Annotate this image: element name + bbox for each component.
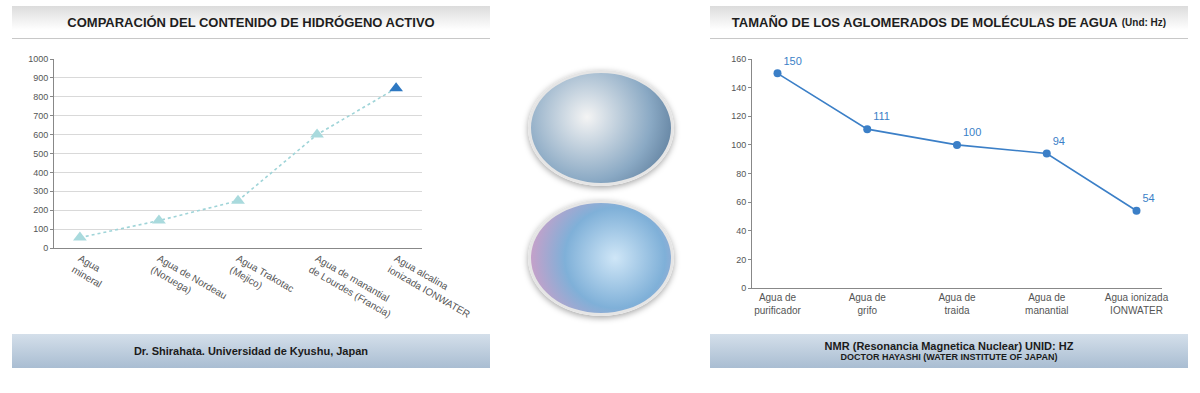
- svg-text:Agua demanantial: Agua demanantial: [1025, 292, 1068, 316]
- svg-text:111: 111: [873, 110, 890, 122]
- svg-text:Aguamineral: Aguamineral: [70, 253, 110, 290]
- svg-text:900: 900: [33, 73, 48, 83]
- html-text:Dr. Shirahata. Universidad de: Dr. Shirahata. Universidad de Kyushu, Ja…: [133, 345, 369, 357]
- html-text:COMPARACIÓN DEL CONTENIDO DE H: COMPARACIÓN DEL CONTENIDO DE HIDRÓGENO A…: [67, 14, 435, 30]
- svg-text:700: 700: [33, 111, 48, 121]
- svg-text:Agua ionizadaIONWATER: Agua ionizadaIONWATER: [1105, 292, 1169, 316]
- svg-text:120: 120: [731, 111, 746, 121]
- svg-text:60: 60: [736, 197, 746, 207]
- svg-text:Agua degrifo: Agua degrifo: [849, 292, 887, 316]
- svg-text:150: 150: [784, 55, 802, 67]
- svg-text:0: 0: [43, 243, 48, 253]
- svg-text:20: 20: [736, 255, 746, 265]
- svg-text:1000: 1000: [28, 54, 48, 64]
- svg-text:Agua alcalinaionizada IONWATER: Agua alcalinaionizada IONWATER: [386, 253, 478, 320]
- svg-text:Agua detraida: Agua detraida: [938, 292, 976, 316]
- svg-text:94: 94: [1053, 135, 1065, 147]
- svg-text:140: 140: [731, 83, 746, 93]
- svg-text:600: 600: [33, 130, 48, 140]
- svg-text:300: 300: [33, 186, 48, 196]
- svg-text:100: 100: [731, 140, 746, 150]
- svg-text:40: 40: [736, 226, 746, 236]
- svg-text:Agua depurificador: Agua depurificador: [754, 292, 801, 316]
- svg-text:Agua Trakotac(Mejico): Agua Trakotac(Mejico): [228, 253, 296, 306]
- svg-text:100: 100: [963, 126, 981, 138]
- svg-text:0: 0: [741, 283, 746, 293]
- svg-text:200: 200: [33, 205, 48, 215]
- svg-text:Agua de Nordeau(Noruega): Agua de Nordeau(Noruega): [149, 253, 229, 313]
- html-text:TAMAÑO DE LOS AGLOMERADOS DE M: TAMAÑO DE LOS AGLOMERADOS DE MOLÉCULAS D…: [731, 14, 1167, 30]
- html-text:NMR (Resonancia Magnetica Nucl: NMR (Resonancia Magnetica Nuclear) UNID:…: [824, 340, 1074, 352]
- svg-text:400: 400: [33, 168, 48, 178]
- svg-text:54: 54: [1143, 192, 1155, 204]
- html-text:DOCTOR HAYASHI (WATER INSTITUT: DOCTOR HAYASHI (WATER INSTITUTE OF JAPAN…: [840, 352, 1058, 362]
- svg-text:800: 800: [33, 92, 48, 102]
- svg-text:80: 80: [736, 169, 746, 179]
- svg-text:500: 500: [33, 149, 48, 159]
- svg-text:100: 100: [33, 224, 48, 234]
- svg-text:160: 160: [731, 54, 746, 64]
- svg-text:Agua de manantialde Lourdes (F: Agua de manantialde Lourdes (Francia): [307, 253, 399, 320]
